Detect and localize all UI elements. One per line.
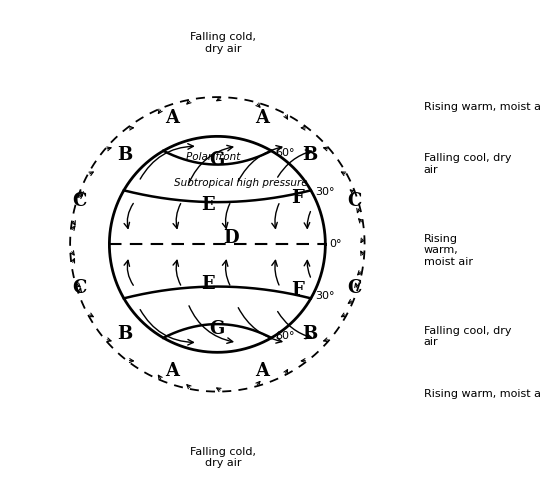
Text: Rising warm, moist air: Rising warm, moist air (423, 388, 540, 398)
Text: 30°: 30° (315, 292, 334, 302)
Text: D: D (223, 230, 239, 248)
Text: E: E (201, 196, 214, 214)
Text: B: B (118, 324, 133, 342)
Text: F: F (292, 189, 304, 207)
Text: E: E (201, 274, 214, 292)
Text: A: A (165, 362, 179, 380)
Text: C: C (73, 192, 87, 210)
Text: Rising warm, moist air: Rising warm, moist air (423, 102, 540, 112)
Text: 60°: 60° (275, 148, 295, 158)
Text: Polar front: Polar front (186, 152, 241, 162)
Text: A: A (255, 108, 269, 126)
Text: G: G (210, 320, 225, 338)
Text: Falling cool, dry
air: Falling cool, dry air (423, 153, 511, 174)
Text: C: C (348, 192, 362, 210)
Text: Subtropical high pressure: Subtropical high pressure (174, 178, 308, 188)
Text: C: C (73, 278, 87, 296)
Text: A: A (165, 108, 179, 126)
Text: B: B (118, 146, 133, 164)
Text: B: B (302, 146, 318, 164)
Text: 60°: 60° (275, 331, 295, 341)
Text: 30°: 30° (315, 188, 334, 198)
Text: Falling cool, dry
air: Falling cool, dry air (423, 326, 511, 347)
Text: B: B (302, 324, 318, 342)
Text: 0°: 0° (329, 240, 342, 250)
Text: A: A (255, 362, 269, 380)
Text: Rising
warm,
moist air: Rising warm, moist air (423, 234, 472, 267)
Text: F: F (292, 282, 304, 300)
Text: Falling cold,
dry air: Falling cold, dry air (190, 32, 256, 54)
Text: C: C (348, 278, 362, 296)
Text: G: G (210, 151, 225, 169)
Text: Falling cold,
dry air: Falling cold, dry air (190, 446, 256, 468)
